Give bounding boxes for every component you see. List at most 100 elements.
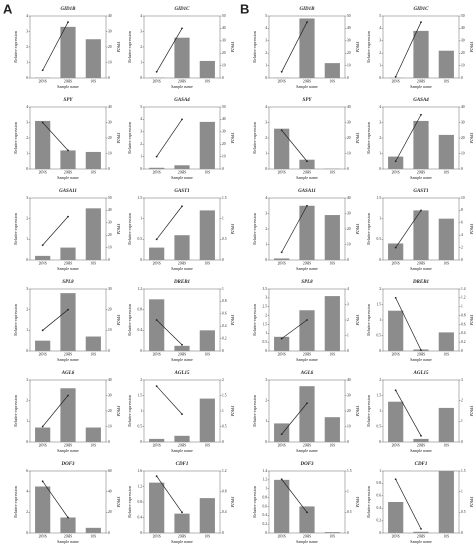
line-point bbox=[306, 204, 308, 207]
y2-tick-label: 0 bbox=[222, 531, 224, 535]
y2-tick-label: 1 bbox=[461, 489, 463, 493]
line bbox=[281, 319, 308, 339]
y2-axis-label: FPKM bbox=[355, 224, 360, 235]
y2-tick-label: 0 bbox=[222, 167, 224, 171]
y2-tick-label: 10 bbox=[461, 151, 465, 155]
y-tick-label: 1.5 bbox=[377, 393, 382, 397]
chart-title: GID1C bbox=[413, 7, 429, 12]
x-tick-label: 20HS bbox=[303, 352, 311, 356]
y-axis-label: Relative expression bbox=[127, 31, 132, 62]
x-axis-label: Sample name bbox=[410, 175, 432, 180]
bar bbox=[35, 120, 51, 169]
y-tick-label: 3 bbox=[26, 120, 28, 124]
y2-tick-label: 20 bbox=[108, 45, 112, 49]
y2-tick-label: 20 bbox=[108, 233, 112, 237]
x-tick-label: 20HS bbox=[64, 261, 72, 265]
x-tick-label: 20HS bbox=[417, 443, 425, 447]
panel-label: B bbox=[240, 1, 249, 16]
y2-tick-label: 40 bbox=[108, 14, 112, 18]
y2-tick-label: 0 bbox=[222, 76, 224, 80]
y2-tick-label: 1 bbox=[347, 333, 349, 337]
line bbox=[156, 206, 183, 240]
y2-axis-label: FPKM bbox=[469, 133, 473, 144]
bar bbox=[60, 26, 76, 79]
y2-tick-label: 0.6 bbox=[222, 312, 227, 316]
line-point bbox=[41, 69, 44, 72]
y2-tick-label: 10 bbox=[347, 151, 351, 155]
x-tick-label: 20NS bbox=[392, 170, 400, 174]
y2-tick-label: 1 bbox=[222, 409, 224, 413]
y2-axis-label: FPKM bbox=[230, 224, 235, 235]
x-axis-label: Sample name bbox=[171, 539, 193, 544]
y2-tick-label: 1 bbox=[461, 419, 463, 423]
chart-title: GASA11 bbox=[59, 189, 77, 194]
x-axis-label: Sample name bbox=[410, 84, 432, 89]
y2-tick-label: 50 bbox=[222, 105, 226, 109]
chart-title: CDF1 bbox=[415, 462, 428, 467]
y2-tick-label: 10 bbox=[108, 151, 112, 155]
y-tick-label: 0 bbox=[379, 258, 381, 262]
y2-tick-label: 40 bbox=[222, 26, 226, 30]
y-tick-label: 0 bbox=[379, 531, 381, 535]
y2-tick-label: 40 bbox=[347, 26, 351, 30]
y-axis-label: Relative expression bbox=[13, 122, 18, 153]
chart-title: AGL15 bbox=[174, 371, 191, 376]
bar bbox=[299, 18, 315, 78]
y2-tick-label: 30 bbox=[222, 130, 226, 134]
y-tick-label: 0.4 bbox=[138, 328, 143, 332]
x-axis-label: Sample name bbox=[171, 84, 193, 89]
line-point bbox=[41, 121, 44, 124]
bar bbox=[35, 427, 51, 442]
chart-title: SPY bbox=[303, 98, 313, 103]
y2-tick-label: 20 bbox=[108, 409, 112, 413]
y2-tick-label: 1 bbox=[222, 287, 224, 291]
bar bbox=[438, 134, 454, 169]
y2-tick-label: 30 bbox=[108, 120, 112, 124]
y-tick-label: 3 bbox=[265, 39, 267, 43]
line-point bbox=[41, 244, 44, 247]
y2-tick-label: 0 bbox=[347, 531, 349, 535]
x-tick-label: 10S bbox=[205, 79, 211, 83]
y-axis-label: Relative expression bbox=[366, 122, 371, 153]
bar bbox=[413, 438, 429, 442]
y2-tick-label: 30 bbox=[108, 221, 112, 225]
y2-tick-label: 0.5 bbox=[347, 510, 352, 514]
y-tick-label: 1 bbox=[265, 331, 267, 335]
y-tick-label: 1.5 bbox=[263, 322, 268, 326]
y-axis-label: Relative expression bbox=[252, 304, 257, 335]
y-tick-label: 2 bbox=[265, 227, 267, 231]
line-point bbox=[280, 337, 283, 340]
y-axis-label: Relative expression bbox=[13, 486, 18, 517]
x-tick-label: 20NS bbox=[39, 261, 47, 265]
y-tick-label: 1 bbox=[26, 151, 28, 155]
x-tick-label: 20NS bbox=[153, 534, 161, 538]
y2-tick-label: 0 bbox=[108, 440, 110, 444]
bar bbox=[174, 345, 190, 351]
x-tick-label: 20NS bbox=[278, 261, 286, 265]
y-tick-label: 0.4 bbox=[138, 515, 143, 519]
y2-tick-label: 10 bbox=[108, 60, 112, 64]
chart-title: DOF3 bbox=[299, 462, 314, 467]
line-point bbox=[280, 433, 283, 436]
x-tick-label: 20NS bbox=[278, 352, 286, 356]
x-tick-label: 20HS bbox=[417, 170, 425, 174]
y-axis-label: Relative expression bbox=[127, 486, 132, 517]
x-axis-label: Sample name bbox=[296, 266, 318, 271]
y-tick-label: 3 bbox=[265, 120, 267, 124]
y2-tick-label: 0 bbox=[461, 440, 463, 444]
line-point bbox=[155, 385, 158, 388]
bar bbox=[60, 150, 76, 169]
y2-tick-label: 0.2 bbox=[222, 336, 227, 340]
y-tick-label: 1 bbox=[140, 409, 142, 413]
chart-title: DOF3 bbox=[60, 462, 75, 467]
y-tick-label: 0.5 bbox=[377, 424, 382, 428]
y2-tick-label: 40 bbox=[108, 489, 112, 493]
x-tick-label: 20NS bbox=[392, 261, 400, 265]
x-tick-label: 10S bbox=[330, 261, 336, 265]
y-tick-label: 0 bbox=[26, 531, 28, 535]
y2-axis-label: FPKM bbox=[469, 406, 473, 417]
line-point bbox=[306, 160, 308, 163]
line bbox=[395, 390, 422, 436]
y-tick-label: 1.2 bbox=[138, 287, 143, 291]
bar bbox=[149, 167, 165, 169]
